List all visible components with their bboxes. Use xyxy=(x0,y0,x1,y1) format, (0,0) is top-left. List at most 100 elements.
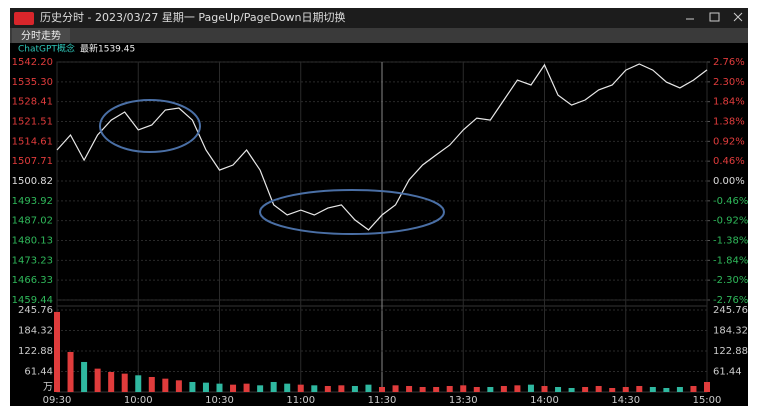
y2-tick-label: 1.38% xyxy=(713,117,745,128)
volume-bar xyxy=(568,387,575,392)
volume-tick-label: 184.32 xyxy=(18,326,53,337)
annotation-ellipse xyxy=(259,189,445,235)
latest-value: 1539.45 xyxy=(98,45,135,55)
volume-bar xyxy=(54,311,60,392)
chart-title: ChatGPT概念 xyxy=(18,43,75,55)
y-tick-label: 1507.71 xyxy=(12,156,53,167)
y-tick-label: 1466.33 xyxy=(12,275,53,286)
volume-bar xyxy=(311,385,318,392)
y-tick-label: 1493.92 xyxy=(12,196,53,207)
y-tick-label: 1473.23 xyxy=(12,255,53,266)
close-button[interactable] xyxy=(733,12,743,22)
tab-label[interactable]: 分时走势 xyxy=(21,29,61,42)
volume-bar xyxy=(500,385,507,392)
volume-tick-label-right: 122.88 xyxy=(713,346,748,357)
volume-bar xyxy=(230,384,237,392)
volume-unit: 万 xyxy=(43,382,53,393)
volume-bar xyxy=(379,386,385,392)
y2-tick-label: -0.92% xyxy=(713,216,748,227)
y-tick-label: 1521.51 xyxy=(12,117,53,128)
volume-bar xyxy=(663,387,670,392)
plot: 1542.20 1535.30 1528.41 1521.51 1514.61 1507.… xyxy=(12,57,749,406)
tab[interactable] xyxy=(12,28,70,43)
app-icon xyxy=(14,12,34,25)
volume-bar xyxy=(284,383,291,392)
x-tick-label: 10:00 xyxy=(124,395,153,406)
volume-bar xyxy=(121,373,128,392)
y2-tick-label: 2.76% xyxy=(713,57,745,68)
price-line xyxy=(56,63,708,231)
y2-tick-label: -1.84% xyxy=(713,255,748,266)
y-tick-label: 1480.13 xyxy=(12,236,53,247)
y2-tick-label: 1.84% xyxy=(713,97,745,108)
volume-bar xyxy=(270,381,277,392)
y2-tick-label: -0.46% xyxy=(713,196,748,207)
volume-bar xyxy=(527,384,534,392)
x-tick-label: 11:30 xyxy=(368,395,397,406)
volume-bar xyxy=(622,386,629,392)
volume-bar xyxy=(135,375,142,392)
volume-bar xyxy=(595,385,602,392)
volume-bar xyxy=(704,381,710,392)
volume-bar xyxy=(81,361,88,392)
volume-bar xyxy=(148,376,155,392)
volume-bar xyxy=(555,386,562,392)
x-tick-label: 09:30 xyxy=(43,395,72,406)
volume-bar xyxy=(582,386,589,392)
volume-bar xyxy=(365,384,372,392)
volume-bar xyxy=(392,385,399,392)
maximize-button[interactable] xyxy=(709,12,720,22)
x-tick-label: 13:30 xyxy=(449,395,478,406)
volume-bar xyxy=(514,385,521,392)
volume-bar xyxy=(108,371,115,392)
x-tick-label: 14:00 xyxy=(530,395,559,406)
volume-bar xyxy=(297,384,304,392)
y-tick-label: 1500.82 xyxy=(12,176,53,187)
volume-tick-label-right: 61.44 xyxy=(713,367,742,378)
x-tick-label: 15:00 xyxy=(693,395,722,406)
volume-bar xyxy=(324,385,331,392)
volume-tick-label-right: 184.32 xyxy=(713,326,748,337)
volume-tick-label: 245.76 xyxy=(18,305,53,316)
window xyxy=(10,8,748,406)
volume-bar xyxy=(473,386,480,392)
volume-bar xyxy=(636,385,643,392)
tab-bar xyxy=(10,28,748,43)
latest-label: 最新 xyxy=(80,43,98,55)
volume-bar xyxy=(460,385,467,392)
volume-bar xyxy=(189,381,196,392)
volume-bar xyxy=(487,386,494,392)
volume-tick-label: 61.44 xyxy=(24,367,53,378)
y-tick-label: 1459.44 xyxy=(12,295,53,306)
volume-bar xyxy=(676,386,683,392)
y-tick-label: 1535.30 xyxy=(12,77,53,88)
volume-bar xyxy=(67,351,74,392)
volume-bar xyxy=(406,385,413,392)
volume-bar xyxy=(338,385,345,392)
volume-bar xyxy=(446,385,453,392)
y-tick-label: 1542.20 xyxy=(12,57,53,68)
y2-tick-label: 0.92% xyxy=(713,136,745,147)
volume-bar xyxy=(243,383,250,392)
y2-tick-label: -2.30% xyxy=(713,275,748,286)
y-tick-label: 1528.41 xyxy=(12,97,53,108)
volume-bar xyxy=(433,386,440,392)
volume-bar xyxy=(649,386,656,392)
y-tick-label: 1487.02 xyxy=(12,216,53,227)
volume-bar xyxy=(541,385,548,392)
x-tick-label: 14:30 xyxy=(611,395,640,406)
window-title: 历史分时 - 2023/03/27 星期一 PageUp/PageDown日期切… xyxy=(40,10,346,24)
annotation-ellipse xyxy=(99,99,201,153)
y-tick-label: 1514.61 xyxy=(12,136,53,147)
volume-bar xyxy=(609,387,616,392)
y2-tick-label: 0.00% xyxy=(713,176,745,187)
volume-bar xyxy=(257,385,264,392)
x-tick-label: 11:00 xyxy=(286,395,315,406)
volume-bar xyxy=(202,382,209,392)
volume-bar xyxy=(351,385,358,392)
y2-tick-label: 0.46% xyxy=(713,156,745,167)
y2-tick-label: 2.30% xyxy=(713,77,745,88)
volume-bar xyxy=(690,385,697,392)
